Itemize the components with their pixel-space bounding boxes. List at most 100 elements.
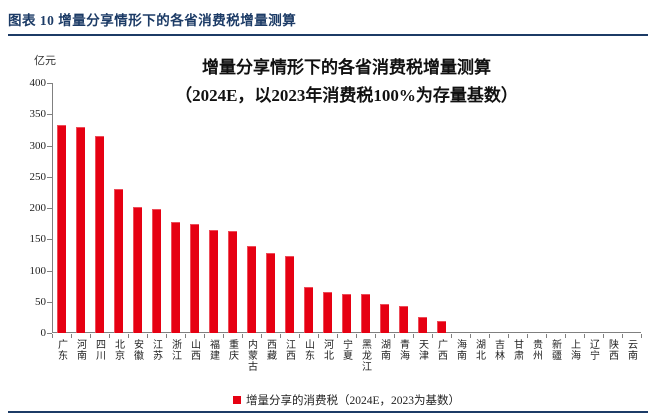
x-category-label-吉林: 吉林 [492, 339, 504, 361]
x-tick-mark [128, 334, 129, 338]
y-tick-mark [47, 270, 52, 272]
x-category-label-海南: 海南 [454, 339, 466, 361]
y-tick-label: 400 [29, 77, 47, 89]
x-category-label-上海: 上海 [568, 339, 580, 361]
x-tick-mark [546, 334, 547, 338]
y-tick-mark [47, 333, 52, 334]
x-category-label-福建: 福建 [207, 339, 219, 361]
bar-西藏 [266, 253, 275, 333]
x-category-label-四川: 四川 [93, 339, 105, 361]
x-tick-mark [280, 334, 281, 338]
bar-湖南 [380, 304, 389, 333]
y-tick-mark [47, 83, 52, 84]
x-category-label-黑龙江: 黑龙江 [359, 339, 371, 372]
x-tick-mark [603, 334, 604, 338]
x-tick-mark [109, 334, 110, 338]
x-tick-mark [527, 334, 528, 338]
figure-caption: 图表 10 增量分享情形下的各省消费税增量测算 [8, 13, 297, 28]
x-category-label-新疆: 新疆 [549, 339, 561, 361]
y-tick-label: 150 [29, 233, 47, 246]
x-category-label-青海: 青海 [397, 339, 409, 361]
x-category-label-江西: 江西 [283, 339, 295, 361]
x-category-label-江苏: 江苏 [150, 339, 162, 361]
chart-title-line2: （2024E，以2023年消费税100%为存量基数） [175, 86, 518, 105]
x-tick-mark [565, 334, 566, 338]
x-category-label-河北: 河北 [321, 339, 333, 361]
x-tick-mark [394, 334, 395, 338]
bar-江苏 [152, 208, 161, 333]
x-tick-mark [451, 334, 452, 338]
x-category-label-辽宁: 辽宁 [587, 339, 599, 361]
footer-divider [8, 411, 648, 413]
x-category-label-浙江: 浙江 [169, 339, 181, 361]
x-tick-mark [470, 334, 471, 338]
bar-广西 [437, 320, 446, 333]
y-tick-mark [47, 208, 52, 209]
x-category-label-西藏: 西藏 [264, 339, 276, 361]
y-tick-label: 100 [29, 264, 47, 277]
y-tick-label: 250 [29, 170, 47, 183]
x-category-label-广西: 广西 [435, 339, 447, 361]
y-tick-label: 350 [29, 108, 47, 121]
x-tick-mark [242, 334, 243, 338]
bar-内蒙古 [247, 246, 256, 333]
x-tick-mark [584, 334, 585, 338]
bar-四川 [95, 135, 104, 333]
x-tick-mark [375, 334, 376, 338]
y-tick-mark [47, 176, 52, 178]
x-tick-mark [223, 334, 224, 338]
bar-山西 [190, 223, 199, 333]
bar-青海 [399, 305, 408, 333]
x-category-label-湖南: 湖南 [378, 339, 390, 361]
x-category-label-天津: 天津 [416, 339, 428, 361]
bar-天津 [418, 316, 427, 333]
x-tick-mark [204, 334, 205, 338]
x-category-label-北京: 北京 [112, 339, 124, 361]
x-tick-mark [432, 334, 433, 338]
chart-title-line1: 增量分享情形下的各省消费税增量测算 [202, 58, 491, 77]
x-category-label-山西: 山西 [188, 339, 200, 361]
x-tick-mark [166, 334, 167, 338]
x-tick-mark [261, 334, 262, 338]
x-tick-mark [508, 334, 509, 338]
y-tick-mark [47, 145, 52, 147]
x-tick-mark [90, 334, 91, 338]
y-tick-mark [47, 239, 52, 241]
x-tick-mark [641, 334, 642, 338]
y-axis-unit-label: 亿元 [34, 55, 56, 67]
y-tick-label: 50 [35, 295, 46, 308]
x-tick-mark [413, 334, 414, 338]
x-tick-mark [622, 334, 623, 338]
x-category-label-云南: 云南 [625, 339, 637, 361]
x-tick-mark [318, 334, 319, 338]
y-tick-label: 200 [29, 202, 47, 214]
bar-安徽 [133, 207, 142, 333]
legend-swatch-red-square [232, 396, 241, 404]
x-category-label-内蒙古: 内蒙古 [245, 339, 257, 372]
chart-title: 增量分享情形下的各省消费税增量测算 （2024E，以2023年消费税100%为存… [52, 54, 641, 110]
x-tick-mark [337, 334, 338, 338]
bar-北京 [114, 188, 123, 333]
y-tick-label: 0 [40, 327, 47, 339]
bar-福建 [209, 229, 218, 333]
x-category-label-甘肃: 甘肃 [511, 339, 523, 361]
bar-黑龙江 [361, 294, 370, 333]
x-tick-mark [147, 334, 148, 338]
x-category-label-广东: 广东 [55, 339, 67, 361]
x-category-label-安徽: 安徽 [131, 339, 143, 361]
y-tick-label: 300 [29, 139, 47, 152]
bar-浙江 [171, 221, 180, 333]
x-tick-mark [489, 334, 490, 338]
bar-广东 [57, 124, 66, 333]
bar-河北 [323, 291, 332, 333]
legend-label: 增量分享的消费税（2024E，2023为基数） [245, 395, 461, 407]
x-category-label-贵州: 贵州 [530, 339, 542, 361]
header-divider [8, 34, 648, 36]
x-category-label-河南: 河南 [74, 339, 86, 361]
x-category-label-宁夏: 宁夏 [340, 339, 352, 361]
bar-江西 [285, 255, 294, 333]
x-category-label-重庆: 重庆 [226, 339, 238, 361]
y-tick-mark [47, 114, 52, 116]
chart-legend: 增量分享的消费税（2024E，2023为基数） [52, 392, 641, 408]
